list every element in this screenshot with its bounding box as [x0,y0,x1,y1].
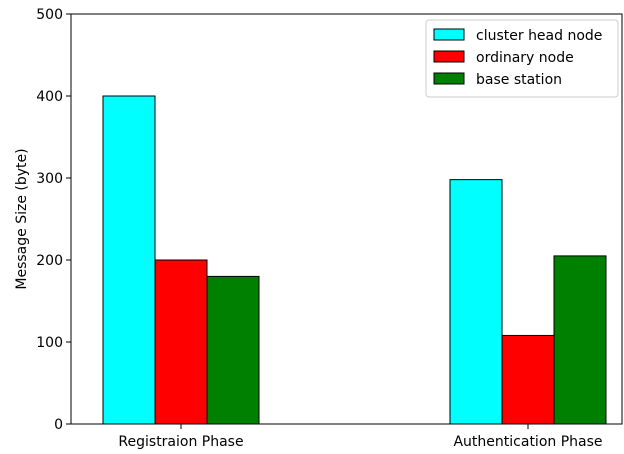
x-tick-label: Authentication Phase [453,434,602,450]
plot-frame [70,13,623,425]
y-tick-label: 300 [36,171,63,187]
bar-cluster-head-node-1 [449,179,503,425]
legend: cluster head node ordinary node base stati… [425,19,619,98]
legend-swatch [433,28,465,41]
legend-label: base station [476,72,562,88]
bar-ordinary-node-1 [501,334,555,425]
y-tick-label: 100 [36,335,63,351]
plot-area: 0 100 200 300 400 500 Registraion Phase Authent… [36,7,623,450]
y-axis-label: Message Size (byte) [14,148,30,289]
legend-box [425,19,619,98]
bar-ordinary-node-0 [154,259,208,425]
x-tick-label: Registraion Phase [118,434,243,450]
y-tick-label: 0 [54,417,63,433]
legend-swatch [433,50,465,63]
legend-swatch [433,72,465,85]
bar-cluster-head-node-0 [102,95,156,425]
bar-base-station-1 [553,255,607,425]
legend-label: cluster head node [476,28,602,44]
y-tick-label: 400 [36,89,63,105]
bar-base-station-0 [206,275,260,425]
legend-label: ordinary node [476,50,574,66]
y-tick-label: 200 [36,253,63,269]
y-tick-label: 500 [36,7,63,23]
